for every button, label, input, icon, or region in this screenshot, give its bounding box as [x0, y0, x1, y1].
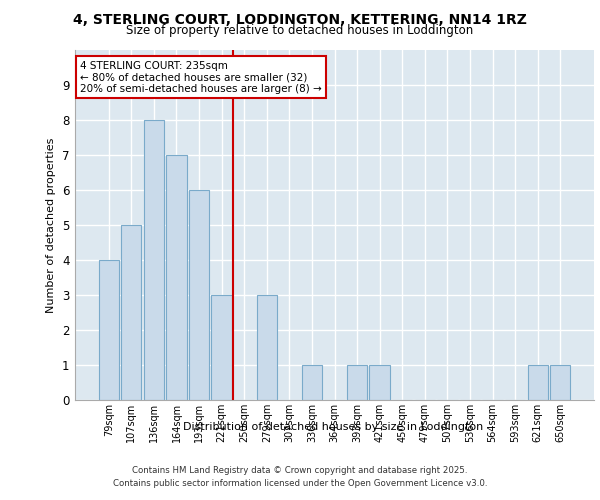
Bar [370, 365, 390, 400]
Bar [211, 295, 232, 400]
Bar [257, 295, 277, 400]
Bar [527, 365, 548, 400]
Bar [550, 365, 571, 400]
Bar [144, 120, 164, 400]
Y-axis label: Number of detached properties: Number of detached properties [46, 138, 56, 312]
Text: Contains HM Land Registry data © Crown copyright and database right 2025.
Contai: Contains HM Land Registry data © Crown c… [113, 466, 487, 487]
Bar [98, 260, 119, 400]
Text: Size of property relative to detached houses in Loddington: Size of property relative to detached ho… [127, 24, 473, 37]
Bar [166, 155, 187, 400]
Bar [347, 365, 367, 400]
Text: 4 STERLING COURT: 235sqm
← 80% of detached houses are smaller (32)
20% of semi-d: 4 STERLING COURT: 235sqm ← 80% of detach… [80, 60, 322, 94]
Bar [302, 365, 322, 400]
Bar [121, 225, 142, 400]
Bar [189, 190, 209, 400]
Text: Distribution of detached houses by size in Loddington: Distribution of detached houses by size … [183, 422, 483, 432]
Text: 4, STERLING COURT, LODDINGTON, KETTERING, NN14 1RZ: 4, STERLING COURT, LODDINGTON, KETTERING… [73, 12, 527, 26]
